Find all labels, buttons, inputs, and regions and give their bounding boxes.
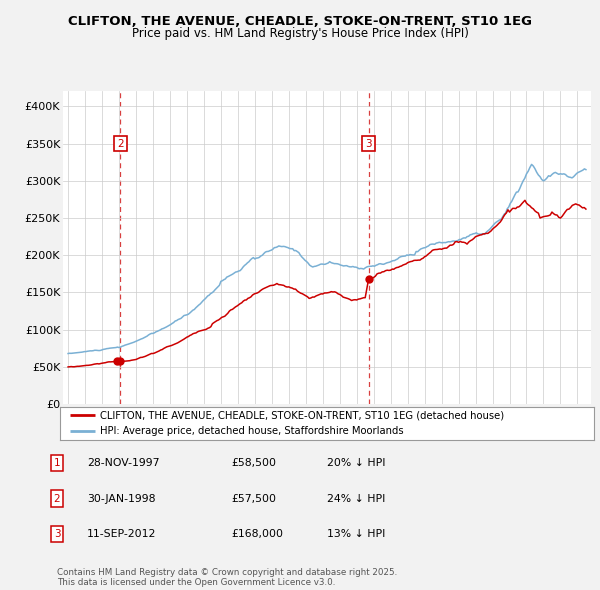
Text: CLIFTON, THE AVENUE, CHEADLE, STOKE-ON-TRENT, ST10 1EG (detached house): CLIFTON, THE AVENUE, CHEADLE, STOKE-ON-T…	[100, 410, 504, 420]
Text: 11-SEP-2012: 11-SEP-2012	[87, 529, 157, 539]
Text: 3: 3	[53, 529, 61, 539]
Text: 1: 1	[53, 458, 61, 468]
Text: £58,500: £58,500	[231, 458, 276, 468]
Text: 13% ↓ HPI: 13% ↓ HPI	[327, 529, 385, 539]
Text: 20% ↓ HPI: 20% ↓ HPI	[327, 458, 386, 468]
Text: 24% ↓ HPI: 24% ↓ HPI	[327, 494, 385, 503]
Text: £57,500: £57,500	[231, 494, 276, 503]
Text: 28-NOV-1997: 28-NOV-1997	[87, 458, 160, 468]
Text: Contains HM Land Registry data © Crown copyright and database right 2025.
This d: Contains HM Land Registry data © Crown c…	[57, 568, 397, 587]
Text: Price paid vs. HM Land Registry's House Price Index (HPI): Price paid vs. HM Land Registry's House …	[131, 27, 469, 40]
Text: HPI: Average price, detached house, Staffordshire Moorlands: HPI: Average price, detached house, Staf…	[100, 427, 404, 437]
Text: 30-JAN-1998: 30-JAN-1998	[87, 494, 155, 503]
Text: CLIFTON, THE AVENUE, CHEADLE, STOKE-ON-TRENT, ST10 1EG: CLIFTON, THE AVENUE, CHEADLE, STOKE-ON-T…	[68, 15, 532, 28]
Text: £168,000: £168,000	[231, 529, 283, 539]
Text: 2: 2	[117, 139, 124, 149]
Text: 3: 3	[365, 139, 372, 149]
Text: 2: 2	[53, 494, 61, 503]
